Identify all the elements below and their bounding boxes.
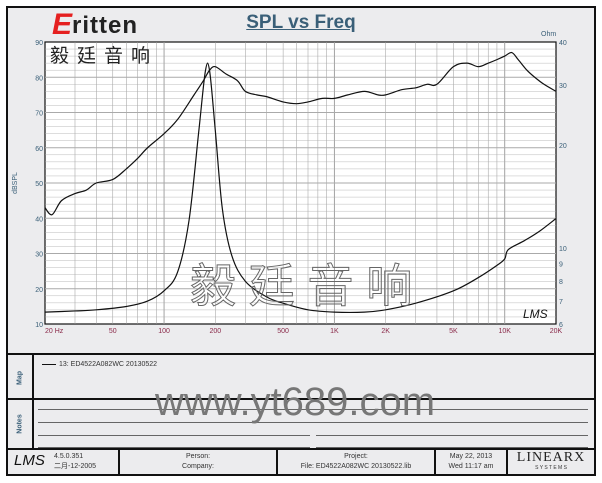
person-field: Person: [185,453,211,460]
y2-tick-label: 8 [559,279,563,286]
footer: LMS 4.5.0.351 二月-12-2005 Person: Company: … [8,448,594,474]
chart-title: SPL vs Freq [246,12,356,33]
series-spl-curve [44,51,557,216]
spl-chart: dBSPL Ohm 20 Hz 50 100 200 500 1K 2K 5K 10K 20K 90… [12,31,567,335]
y-tick-label: 70 [35,111,43,118]
x-tick-label: 2K [381,328,390,335]
x-tick-label: 5K [449,328,458,335]
logo-ritten: ritten [72,12,138,39]
x-tick-label: 1K [330,328,339,335]
logo-chinese: 毅廷音响 [50,46,159,67]
y2-axis-label: Ohm [541,31,556,38]
time: Wed 11:17 am [448,463,494,470]
y-tick-label: 40 [35,216,43,223]
y-tick-label: 90 [35,40,43,47]
x-tick-label: 200 [209,328,221,335]
y2-tick-label: 6 [559,322,563,329]
file-field: File: ED4522A082WC 20130522.lib [300,463,412,470]
lms-logo: LMS [14,452,45,469]
y2-tick-label: 10 [559,246,567,253]
x-tick-label: 20 Hz [45,328,64,335]
y2-tick-label: 30 [559,83,567,90]
linearx-logo: LINEARX [516,450,586,465]
linearx-subtitle: S Y S T E M S [535,465,567,471]
y2-tick-label: 7 [559,299,563,306]
y-axis-label: dBSPL [12,172,19,194]
watermark-url: www.yt689.com [155,380,436,424]
y-tick-label: 10 [35,322,43,329]
version: 4.5.0.351 [54,453,84,460]
lms-mark: LMS [523,307,548,321]
x-tick-label: 20K [550,328,563,335]
x-tick-label: 100 [158,328,170,335]
notes-panel: Notes [8,398,594,448]
y2-tick-label: 20 [559,143,567,150]
notes-label: Notes [16,414,24,434]
series-impedance-curve [44,62,557,313]
y-tick-label: 20 [35,287,43,294]
company-field: Company: [182,463,214,470]
date: May 22, 2013 [449,453,493,460]
y2-tick-label: 9 [559,262,563,269]
project-field: Project: [344,453,368,460]
y-tick-label: 30 [35,252,43,259]
x-tick-label: 10K [498,328,511,335]
y-tick-label: 50 [35,181,43,188]
y-tick-label: 60 [35,146,43,153]
build-date: 二月-12-2005 [54,463,97,470]
x-tick-label: 500 [277,328,289,335]
logo-e: E [52,8,73,41]
y-tick-label: 80 [35,75,43,82]
map-entry-text: 13: ED4522A082WC 20130522 [59,361,158,368]
map-label: Map [16,370,24,385]
map-entry: 13: ED4522A082WC 20130522 [42,361,157,368]
x-tick-label: 50 [109,328,117,335]
watermark-chinese: 毅 廷 音 响 [190,260,412,312]
map-panel: Map 13: ED4522A082WC 20130522 [8,353,594,400]
y2-tick-label: 40 [559,40,567,47]
